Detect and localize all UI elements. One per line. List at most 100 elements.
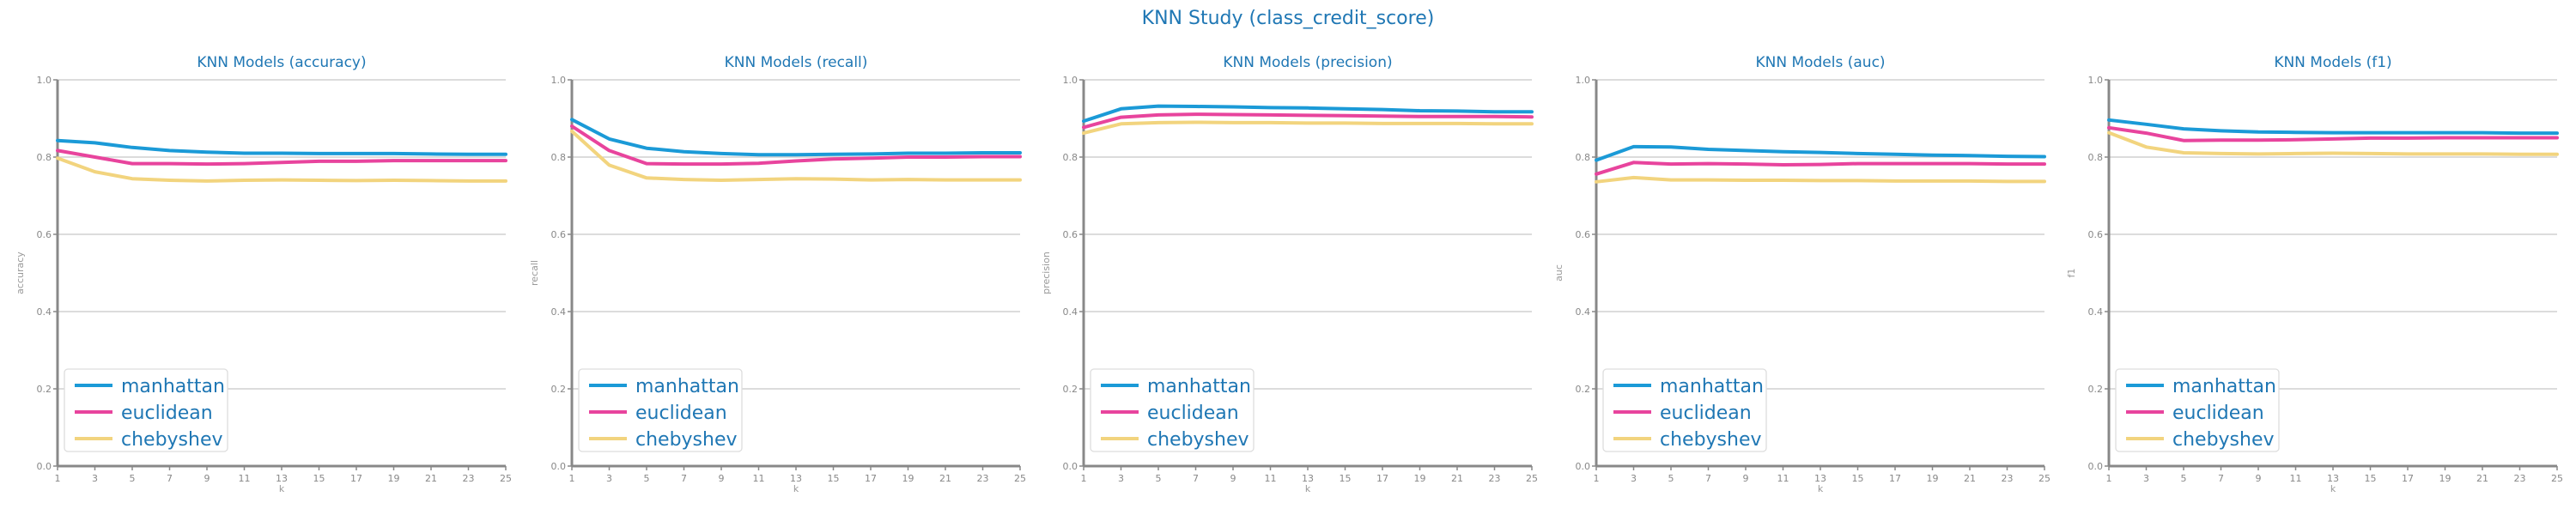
legend-box <box>64 368 228 452</box>
series-line-euclidean <box>56 148 507 167</box>
x-tick-label: 17 <box>350 473 362 484</box>
series-line-manhattan <box>570 118 1022 157</box>
series-line-manhattan <box>2107 118 2559 136</box>
y-tick-label: 0.4 <box>2088 306 2104 318</box>
x-tick-label: 21 <box>939 473 951 484</box>
y-tick-label: 0.2 <box>551 384 567 395</box>
x-tick-label: 11 <box>1265 473 1277 484</box>
x-tick-label: 3 <box>1631 473 1637 484</box>
x-tick-label: 17 <box>1889 473 1901 484</box>
y-tick-label: 0.0 <box>1063 461 1078 472</box>
x-tick-label: 11 <box>2290 473 2302 484</box>
legend-label-manhattan: manhattan <box>1147 376 1251 397</box>
y-tick-label: 0.6 <box>2088 229 2104 240</box>
legend-label-manhattan: manhattan <box>121 376 225 397</box>
x-tick-label: 9 <box>719 473 725 484</box>
x-tick-label: 17 <box>865 473 877 484</box>
x-tick-label: 9 <box>204 473 210 484</box>
y-tick-label: 0.4 <box>1576 306 1591 318</box>
x-tick-label: 11 <box>1777 473 1789 484</box>
x-tick-label: 7 <box>681 473 687 484</box>
y-tick-label: 0.4 <box>1063 306 1078 318</box>
series-line-chebyshev <box>2107 130 2559 156</box>
x-tick-label: 25 <box>2038 473 2050 484</box>
x-tick-label: 17 <box>1376 473 1388 484</box>
x-tick-label: 15 <box>828 473 840 484</box>
x-tick-label: 13 <box>276 473 288 484</box>
y-tick-label: 0.0 <box>37 461 52 472</box>
x-tick-label: 19 <box>1927 473 1939 484</box>
x-axis-label: k <box>2330 483 2336 494</box>
series-line-chebyshev <box>1082 120 1534 136</box>
series-line-euclidean <box>2107 125 2559 142</box>
y-tick-label: 0.8 <box>2088 152 2104 163</box>
y-tick-label: 1.0 <box>37 75 52 86</box>
series-line-chebyshev <box>56 156 507 183</box>
legend-label-euclidean: euclidean <box>1660 403 1752 424</box>
chart-panel: KNN Models (accuracy) 0.0 0.2 0.4 0.6 0.8 1.0 1… <box>15 54 512 494</box>
legend-label-chebyshev: chebyshev <box>1660 429 1762 451</box>
x-tick-label: 19 <box>902 473 914 484</box>
y-tick-label: 0.8 <box>551 152 567 163</box>
legend-label-chebyshev: chebyshev <box>2172 429 2275 451</box>
legend-label-euclidean: euclidean <box>635 403 727 424</box>
series-line-euclidean <box>1082 112 1534 130</box>
x-axis-label: k <box>793 483 799 494</box>
x-tick-label: 3 <box>1118 473 1124 484</box>
y-tick-label: 0.8 <box>1063 152 1078 163</box>
chart-title: KNN Models (precision) <box>1223 54 1392 71</box>
y-tick-label: 0.0 <box>551 461 567 472</box>
x-tick-label: 23 <box>463 473 475 484</box>
series-line-euclidean <box>1595 161 2046 176</box>
chart-title: KNN Models (f1) <box>2274 54 2391 71</box>
x-tick-label: 23 <box>2002 473 2014 484</box>
x-tick-label: 7 <box>1193 473 1199 484</box>
legend-label-manhattan: manhattan <box>635 376 739 397</box>
legend: manhattan euclidean chebyshev <box>578 368 743 452</box>
chart-panel: KNN Models (precision) 0.0 0.2 0.4 0.6 0.8 1.0… <box>1041 54 1538 494</box>
x-tick-label: 21 <box>425 473 437 484</box>
legend-box <box>578 368 743 452</box>
y-axis-label: f1 <box>2066 269 2077 278</box>
y-tick-label: 0.4 <box>37 306 52 318</box>
x-tick-label: 1 <box>2106 473 2112 484</box>
legend: manhattan euclidean chebyshev <box>64 368 228 452</box>
x-tick-label: 5 <box>644 473 650 484</box>
y-tick-label: 0.0 <box>2088 461 2104 472</box>
x-tick-label: 9 <box>1230 473 1236 484</box>
x-axis-label: k <box>279 483 285 494</box>
y-axis-label: precision <box>1041 251 1052 294</box>
y-tick-label: 0.2 <box>1576 384 1591 395</box>
chart-panel: KNN Models (f1)0.00.20.40.60.81.01 3 5 7 9 11… <box>2066 54 2563 494</box>
chart-panel: KNN Models (auc)0.00.20.40.60.81.01 3 5 7 9 1… <box>1553 54 2050 494</box>
y-axis-label: accuracy <box>15 251 26 294</box>
x-tick-label: 25 <box>1014 473 1026 484</box>
legend-label-euclidean: euclidean <box>1147 403 1239 424</box>
x-tick-label: 21 <box>2476 473 2488 484</box>
x-tick-label: 3 <box>2143 473 2149 484</box>
x-tick-label: 25 <box>1526 473 1538 484</box>
chart-title: KNN Models (recall) <box>725 54 868 71</box>
x-tick-label: 13 <box>790 473 802 484</box>
legend: manhattan euclidean chebyshev <box>2115 368 2280 452</box>
x-tick-label: 19 <box>1414 473 1426 484</box>
x-tick-label: 19 <box>388 473 400 484</box>
x-tick-label: 21 <box>1964 473 1976 484</box>
chart-title: KNN Models (accuracy) <box>197 54 366 71</box>
y-tick-label: 0.2 <box>1063 384 1078 395</box>
series-line-chebyshev <box>1595 175 2046 184</box>
series-line-manhattan <box>56 138 507 156</box>
y-axis-label: recall <box>529 260 540 286</box>
x-tick-label: 23 <box>1489 473 1501 484</box>
y-tick-label: 0.6 <box>37 229 52 240</box>
x-tick-label: 7 <box>1705 473 1711 484</box>
y-tick-label: 1.0 <box>1063 75 1078 86</box>
x-tick-label: 15 <box>313 473 325 484</box>
x-tick-label: 1 <box>569 473 575 484</box>
series-line-manhattan <box>1595 144 2046 162</box>
y-tick-label: 0.6 <box>1576 229 1591 240</box>
x-axis-label: k <box>1818 483 1824 494</box>
x-tick-label: 23 <box>2514 473 2526 484</box>
x-tick-label: 11 <box>753 473 765 484</box>
